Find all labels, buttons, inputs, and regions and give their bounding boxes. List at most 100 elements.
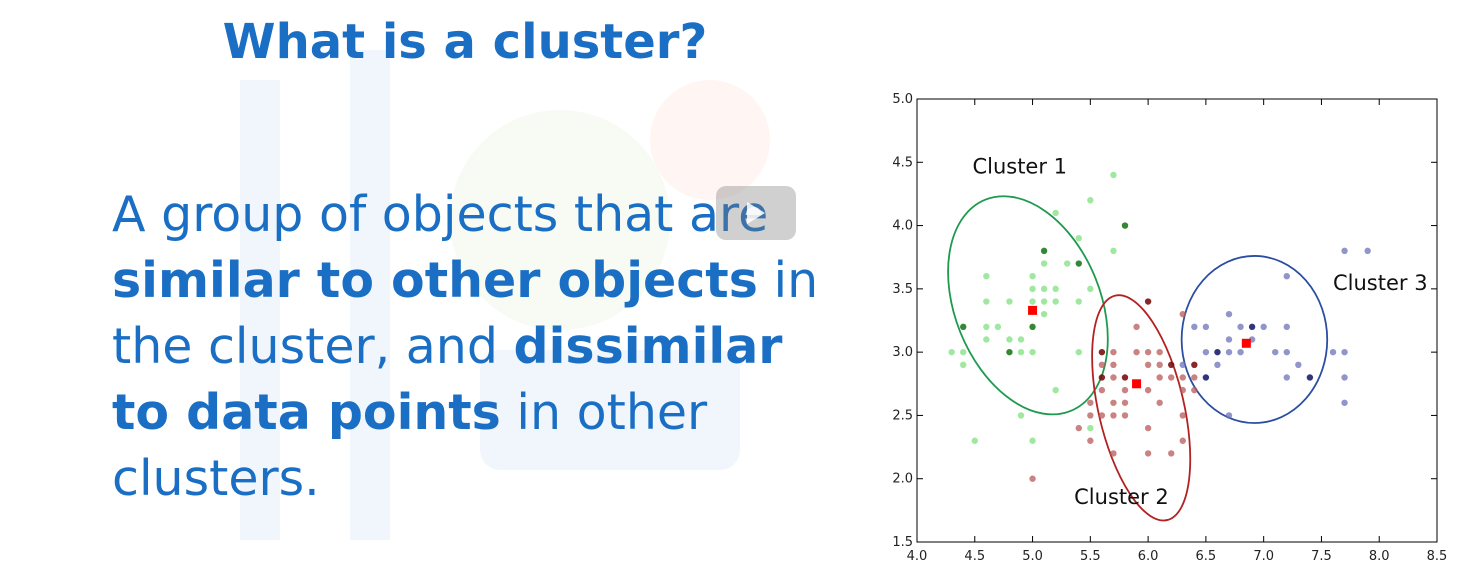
axes-layer: 4.0 4.5 5.0 5.5 6.0 6.5 7.0 7.5 8.0 8.5 1.5 2.0 2.5 3… <box>892 92 1447 564</box>
data-point <box>1179 437 1186 444</box>
data-point <box>1156 348 1163 356</box>
data-point <box>1295 361 1302 368</box>
data-point <box>1110 412 1117 419</box>
data-point <box>1110 348 1117 356</box>
data-point <box>1087 399 1094 406</box>
cluster-label: Cluster 1 <box>972 155 1067 179</box>
data-point <box>1006 348 1013 356</box>
data-point <box>1052 285 1059 293</box>
x-tick-label: 6.5 <box>1196 549 1217 564</box>
data-point <box>1225 348 1233 356</box>
data-point <box>1179 374 1186 381</box>
data-point <box>1202 374 1210 381</box>
data-point <box>1283 374 1290 381</box>
data-point <box>1029 323 1036 331</box>
data-point <box>1029 298 1036 305</box>
y-tick-label: 2.5 <box>892 408 913 423</box>
y-tick-label: 5.0 <box>892 92 913 107</box>
data-point <box>1040 298 1048 305</box>
data-point <box>1191 374 1198 381</box>
definition-segment: in other clusters. <box>112 384 708 507</box>
data-point <box>1075 260 1082 267</box>
data-point <box>1144 386 1152 394</box>
data-point <box>1283 273 1290 280</box>
play-icon <box>747 202 765 224</box>
plot-frame <box>916 98 1438 543</box>
data-point <box>1341 399 1348 406</box>
data-point <box>1156 374 1163 381</box>
data-point <box>948 348 955 356</box>
data-point <box>1110 450 1117 457</box>
data-point <box>1283 323 1290 331</box>
data-point <box>1098 374 1106 381</box>
data-point <box>1110 247 1117 255</box>
video-play-button[interactable] <box>716 186 796 240</box>
data-point <box>1110 374 1117 381</box>
data-point <box>1191 323 1198 331</box>
data-point <box>1064 260 1071 267</box>
data-point <box>983 336 990 343</box>
x-tick-label: 5.0 <box>1022 549 1043 564</box>
cluster-scatter-chart: 4.0 4.5 5.0 5.5 6.0 6.5 7.0 7.5 8.0 8.5 1.5 2.0 2.5 3… <box>892 92 1447 564</box>
data-point <box>1179 310 1186 318</box>
data-point <box>1121 386 1129 394</box>
data-point <box>1017 348 1025 356</box>
data-point <box>1144 450 1152 457</box>
data-point <box>1098 348 1106 356</box>
y-tick-label: 3.5 <box>892 282 913 297</box>
y-tick-label: 4.5 <box>892 155 913 170</box>
data-point <box>1121 412 1129 419</box>
data-point <box>1156 399 1163 406</box>
data-point <box>1040 310 1048 318</box>
data-point <box>960 361 967 368</box>
data-point <box>1087 424 1094 432</box>
data-point <box>1052 209 1059 217</box>
data-point <box>1040 247 1048 255</box>
data-point <box>1040 285 1048 293</box>
data-point <box>1121 399 1129 406</box>
points-layer <box>948 171 1371 482</box>
data-point <box>971 437 978 444</box>
data-point <box>1341 247 1348 255</box>
definition-segment: in the cluster, and <box>112 252 819 375</box>
data-point <box>1110 361 1117 368</box>
data-point <box>983 273 990 280</box>
x-tick-label: 7.0 <box>1253 549 1274 564</box>
x-tick-label: 6.0 <box>1138 549 1159 564</box>
data-point <box>1260 323 1267 331</box>
label-layer: Cluster 1 Cluster 2 Cluster 3 <box>972 155 1427 509</box>
data-point <box>1017 412 1025 419</box>
data-point <box>1168 361 1175 368</box>
centroid-marker <box>1028 305 1038 315</box>
centroid-marker <box>1132 379 1142 389</box>
x-tick-label: 7.5 <box>1311 549 1332 564</box>
data-point <box>1248 323 1256 331</box>
data-point <box>1144 361 1152 368</box>
data-point <box>1029 437 1036 444</box>
data-point <box>1341 374 1348 381</box>
data-point <box>1121 374 1129 381</box>
data-point <box>1144 348 1152 356</box>
data-point <box>1029 273 1036 280</box>
data-point <box>1179 361 1186 368</box>
data-point <box>1144 424 1152 432</box>
definition-text: A group of objects that are similar to o… <box>112 182 832 512</box>
cluster-ellipse <box>1180 255 1329 424</box>
data-point <box>1075 298 1082 305</box>
data-point <box>1341 348 1348 356</box>
data-point <box>1075 424 1082 432</box>
data-point <box>1052 386 1059 394</box>
y-tick-label: 3.0 <box>892 345 913 360</box>
data-point <box>983 323 990 331</box>
data-point <box>1075 235 1082 242</box>
data-point <box>1237 348 1244 356</box>
data-point <box>1098 412 1106 419</box>
data-point <box>1006 336 1013 343</box>
data-point <box>1329 348 1337 356</box>
x-tick-label: 4.0 <box>907 549 928 564</box>
data-point <box>1110 399 1117 406</box>
data-point <box>960 348 967 356</box>
data-point <box>1156 361 1163 368</box>
data-point <box>994 323 1002 331</box>
data-point <box>1168 450 1175 457</box>
